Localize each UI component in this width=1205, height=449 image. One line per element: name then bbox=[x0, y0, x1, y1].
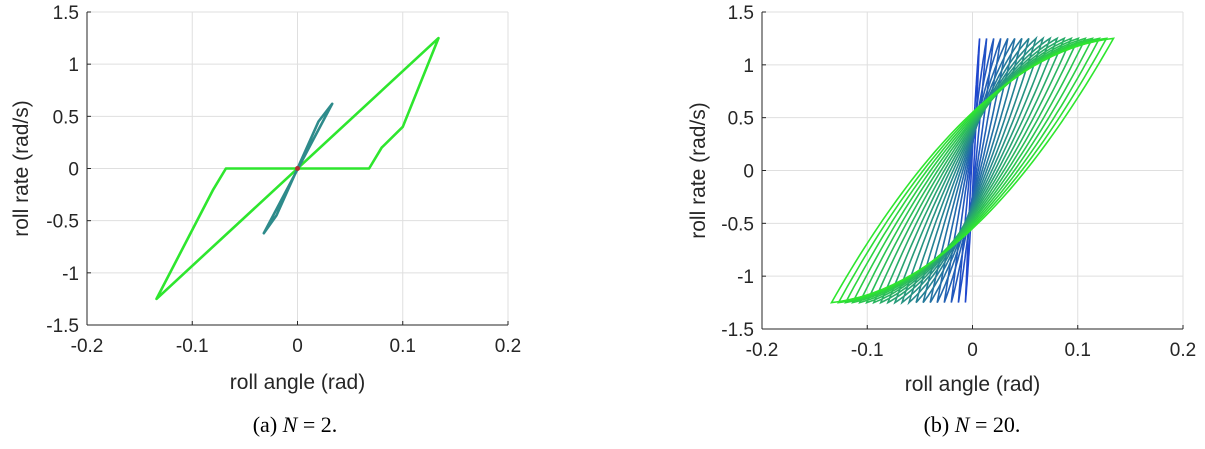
caption-prefix: (b) bbox=[924, 412, 955, 437]
y-tick-label: -0.5 bbox=[721, 214, 754, 235]
series-marker bbox=[295, 166, 300, 171]
x-tick-label: 0 bbox=[292, 336, 303, 357]
x-tick-label: 0.2 bbox=[1170, 340, 1196, 361]
series-line bbox=[943, 38, 1002, 303]
x-tick-label: 0.1 bbox=[390, 336, 416, 357]
caption-suffix: = 2. bbox=[297, 412, 337, 437]
series-line bbox=[830, 37, 1115, 304]
x-tick-label: -0.2 bbox=[746, 340, 779, 361]
caption-variable: N bbox=[954, 412, 971, 437]
y-tick-label: 0 bbox=[68, 160, 79, 181]
y-tick-label: 0 bbox=[743, 162, 754, 183]
series-line bbox=[155, 36, 440, 301]
chart-b: -0.2 -0.1 0 0.1 0.2 -1.5 -1 -0.5 0 0.5 1 1.5 roll an… bbox=[687, 3, 1196, 437]
y-tick-label: -1 bbox=[62, 264, 79, 285]
x-axis-label: roll angle (rad) bbox=[905, 373, 1040, 396]
caption: (b) N = 20. bbox=[924, 412, 1021, 437]
series-line bbox=[936, 38, 1009, 303]
y-axis-label: roll rate (rad/s) bbox=[10, 100, 33, 237]
y-tick-label: -1.5 bbox=[721, 320, 754, 341]
series-line bbox=[929, 37, 1016, 304]
y-tick-label: 1 bbox=[743, 56, 754, 77]
x-tick-label: -0.1 bbox=[851, 340, 884, 361]
x-tick-label: -0.1 bbox=[176, 336, 209, 357]
series-line bbox=[262, 102, 334, 235]
y-tick-label: -1.5 bbox=[46, 316, 79, 337]
x-tick-label: 0.1 bbox=[1065, 340, 1091, 361]
x-tick-label: 0.2 bbox=[495, 336, 521, 357]
series-line bbox=[957, 38, 988, 303]
y-tick-label: -0.5 bbox=[46, 212, 79, 233]
y-axis-label: roll rate (rad/s) bbox=[687, 102, 710, 239]
series-line bbox=[950, 38, 995, 303]
x-tick-label: 0 bbox=[967, 340, 978, 361]
y-tick-label: 1.5 bbox=[53, 3, 79, 24]
y-tick-label: 1.5 bbox=[728, 3, 754, 24]
caption-variable: N bbox=[282, 412, 299, 437]
series-line bbox=[964, 38, 981, 303]
y-tick-label: -1 bbox=[737, 267, 754, 288]
y-tick-label: 0.5 bbox=[53, 107, 79, 128]
y-tick-label: 0.5 bbox=[728, 109, 754, 130]
caption: (a) N = 2. bbox=[253, 412, 338, 437]
caption-prefix: (a) bbox=[253, 412, 283, 437]
series-line bbox=[922, 37, 1023, 304]
x-axis-label: roll angle (rad) bbox=[230, 371, 365, 394]
x-tick-label: -0.2 bbox=[71, 336, 104, 357]
caption-suffix: = 20. bbox=[969, 412, 1020, 437]
y-tick-label: 1 bbox=[68, 55, 79, 76]
chart-a: -0.2 -0.1 0 0.1 0.2 -1.5 -1 -0.5 0 0.5 1 1.5 roll an… bbox=[10, 3, 521, 437]
